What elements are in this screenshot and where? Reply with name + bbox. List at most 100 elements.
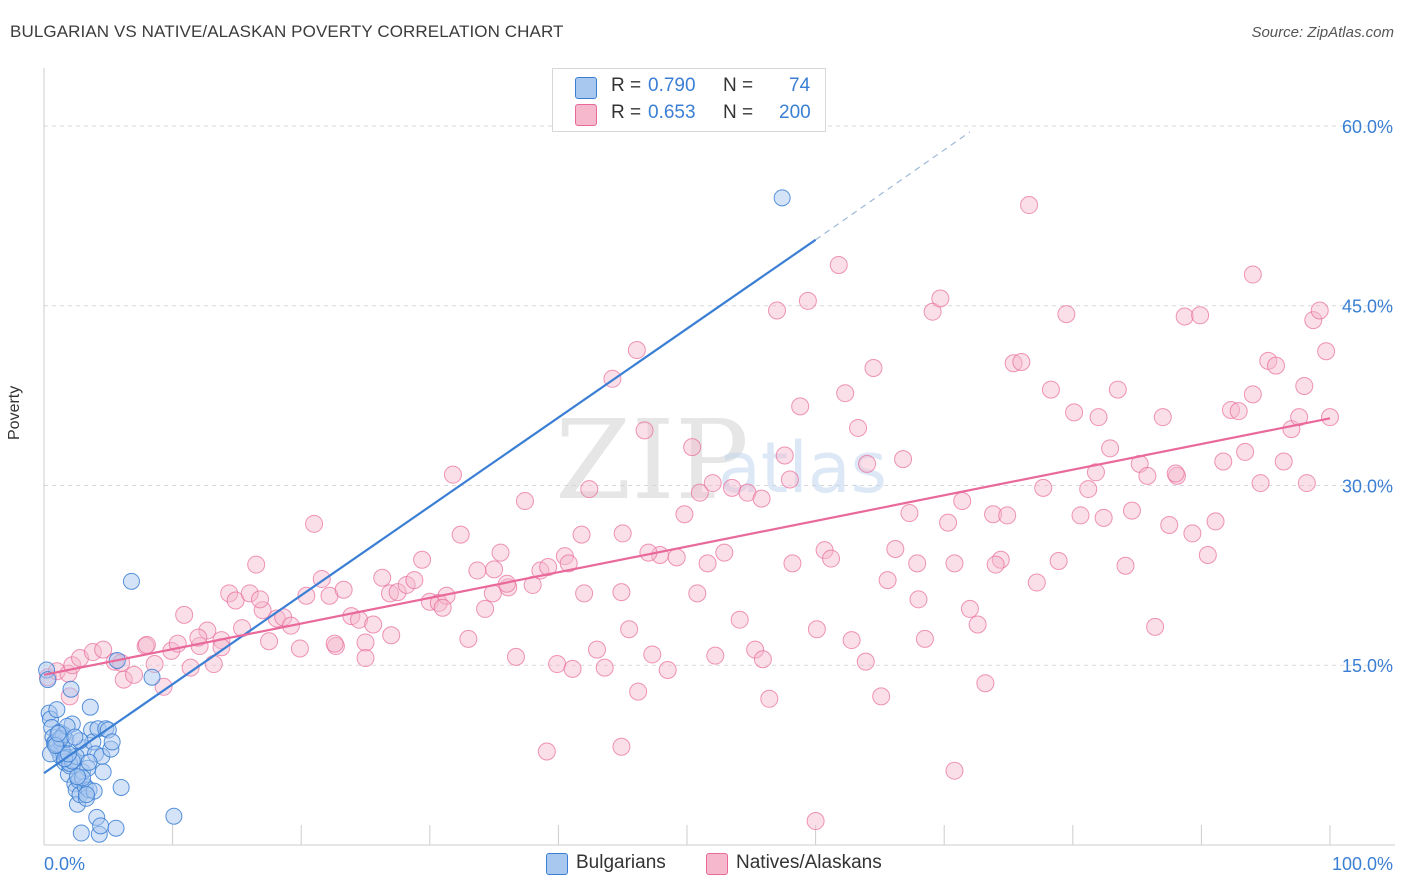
natives-alaskans-point [768, 301, 787, 320]
natives-alaskans-point [537, 742, 556, 761]
natives-alaskans-point [204, 655, 223, 674]
natives-alaskans-point [667, 548, 686, 567]
natives-alaskans-point [388, 583, 407, 602]
natives-alaskans-point [356, 649, 375, 668]
bulgarians-point [107, 819, 125, 837]
natives-alaskans-point [798, 291, 817, 310]
natives-alaskans-point [94, 640, 113, 659]
natives-alaskans-point [1236, 442, 1255, 461]
natives-alaskans-point [842, 631, 861, 650]
natives-alaskans-point [643, 645, 662, 664]
bulgarians-point [68, 768, 86, 786]
natives-alaskans-point [154, 677, 173, 696]
bulgarians-point [81, 698, 99, 716]
natives-alaskans-point [373, 568, 392, 587]
x-tick-label-min: 0.0% [44, 854, 85, 874]
natives-alaskans-point [1004, 354, 1023, 373]
natives-alaskans-point [1183, 524, 1202, 543]
natives-alaskans-point [886, 539, 905, 558]
natives-alaskans-point [405, 571, 424, 590]
natives-alaskans-point [783, 554, 802, 573]
natives-alaskans-point [575, 584, 594, 603]
bulgarians-point [66, 728, 84, 746]
natives-alaskans-point [595, 658, 614, 677]
natives-alaskans-point [137, 635, 156, 654]
natives-alaskans-point [189, 628, 208, 647]
natives-swatch [575, 104, 597, 126]
natives-alaskans-point [894, 450, 913, 469]
natives-alaskans-point [706, 646, 725, 665]
natives-alaskans-point [780, 470, 799, 489]
natives-alaskans-point [658, 661, 677, 680]
natives-alaskans-point [715, 543, 734, 562]
bulgarians-point [39, 671, 57, 689]
natives-alaskans-point [698, 554, 717, 573]
natives-alaskans-point [580, 480, 599, 499]
natives-alaskans-point [491, 543, 510, 562]
natives-alaskans-point [849, 418, 868, 437]
x-tick-label-max: 100.0% [1332, 854, 1393, 874]
natives-alaskans-point [1160, 516, 1179, 535]
natives-alaskans-point [364, 615, 383, 634]
natives-alaskans-point [1214, 452, 1233, 471]
natives-alaskans-point [1243, 385, 1262, 404]
watermark-atlas: atlas [718, 427, 887, 509]
natives-alaskans-point [515, 492, 534, 511]
natives-alaskans-point [334, 580, 353, 599]
natives-alaskans-point [683, 438, 702, 457]
natives-alaskans-point [878, 571, 897, 590]
natives-alaskans-point [675, 505, 694, 524]
natives-alaskans-point [856, 652, 875, 671]
natives-alaskans-point [1221, 400, 1240, 419]
natives-alaskans-point [760, 689, 779, 708]
natives-alaskans-point [1297, 474, 1316, 493]
natives-alaskans-point [1310, 301, 1329, 320]
natives-alaskans-point [1251, 474, 1270, 493]
bulgarians-trend-extension [815, 131, 971, 241]
natives-alaskans-point [1304, 311, 1323, 330]
natives-alaskans-point [175, 605, 194, 624]
natives-legend-swatch [706, 853, 728, 875]
natives-alaskans-point [836, 384, 855, 403]
natives-alaskans-point [690, 483, 709, 502]
natives-alaskans-point [559, 554, 578, 573]
natives-alaskans-point [433, 598, 452, 617]
natives-alaskans-point [240, 584, 259, 603]
natives-alaskans-point [1034, 478, 1053, 497]
natives-alaskans-point [563, 659, 582, 678]
natives-alaskans-point [939, 513, 958, 532]
bulgarians-point [94, 763, 112, 781]
natives-alaskans-point [1274, 452, 1293, 471]
bulgarians-point [112, 778, 130, 796]
natives-alaskans-point [1065, 403, 1084, 422]
natives-alaskans-point [627, 341, 646, 360]
natives-alaskans-point [629, 682, 648, 701]
natives-alaskans-point [451, 525, 470, 544]
natives-alaskans-point [325, 634, 344, 653]
natives-alaskans-point [620, 620, 639, 639]
natives-alaskans-point [587, 640, 606, 659]
y-tick-label: 30.0% [1342, 476, 1393, 496]
natives-alaskans-point [1321, 408, 1339, 427]
natives-alaskans-point [459, 629, 478, 648]
natives-alaskans-point [181, 658, 200, 677]
natives-alaskans-point [413, 550, 432, 569]
n-label: N = [723, 102, 754, 123]
natives-alaskans-point [991, 550, 1010, 569]
natives-alaskans-point [1229, 402, 1248, 421]
natives-alaskans-point [752, 489, 771, 508]
natives-alaskans-point [945, 554, 964, 573]
natives-alaskans-point [468, 561, 487, 580]
bulgarians-point [773, 189, 791, 207]
n-label: N = [723, 75, 754, 96]
natives-alaskans-point [1206, 512, 1225, 531]
bulgarians-swatch [575, 77, 597, 99]
natives-legend-label: Natives/Alaskans [736, 852, 882, 873]
natives-alaskans-point [807, 620, 826, 639]
natives-alaskans-point [753, 650, 772, 669]
natives-alaskans-point [1295, 376, 1314, 395]
n-value: 200 [779, 102, 811, 123]
natives-alaskans-point [829, 255, 848, 274]
natives-alaskans-point [1094, 508, 1113, 527]
natives-alaskans-point [1191, 306, 1210, 325]
